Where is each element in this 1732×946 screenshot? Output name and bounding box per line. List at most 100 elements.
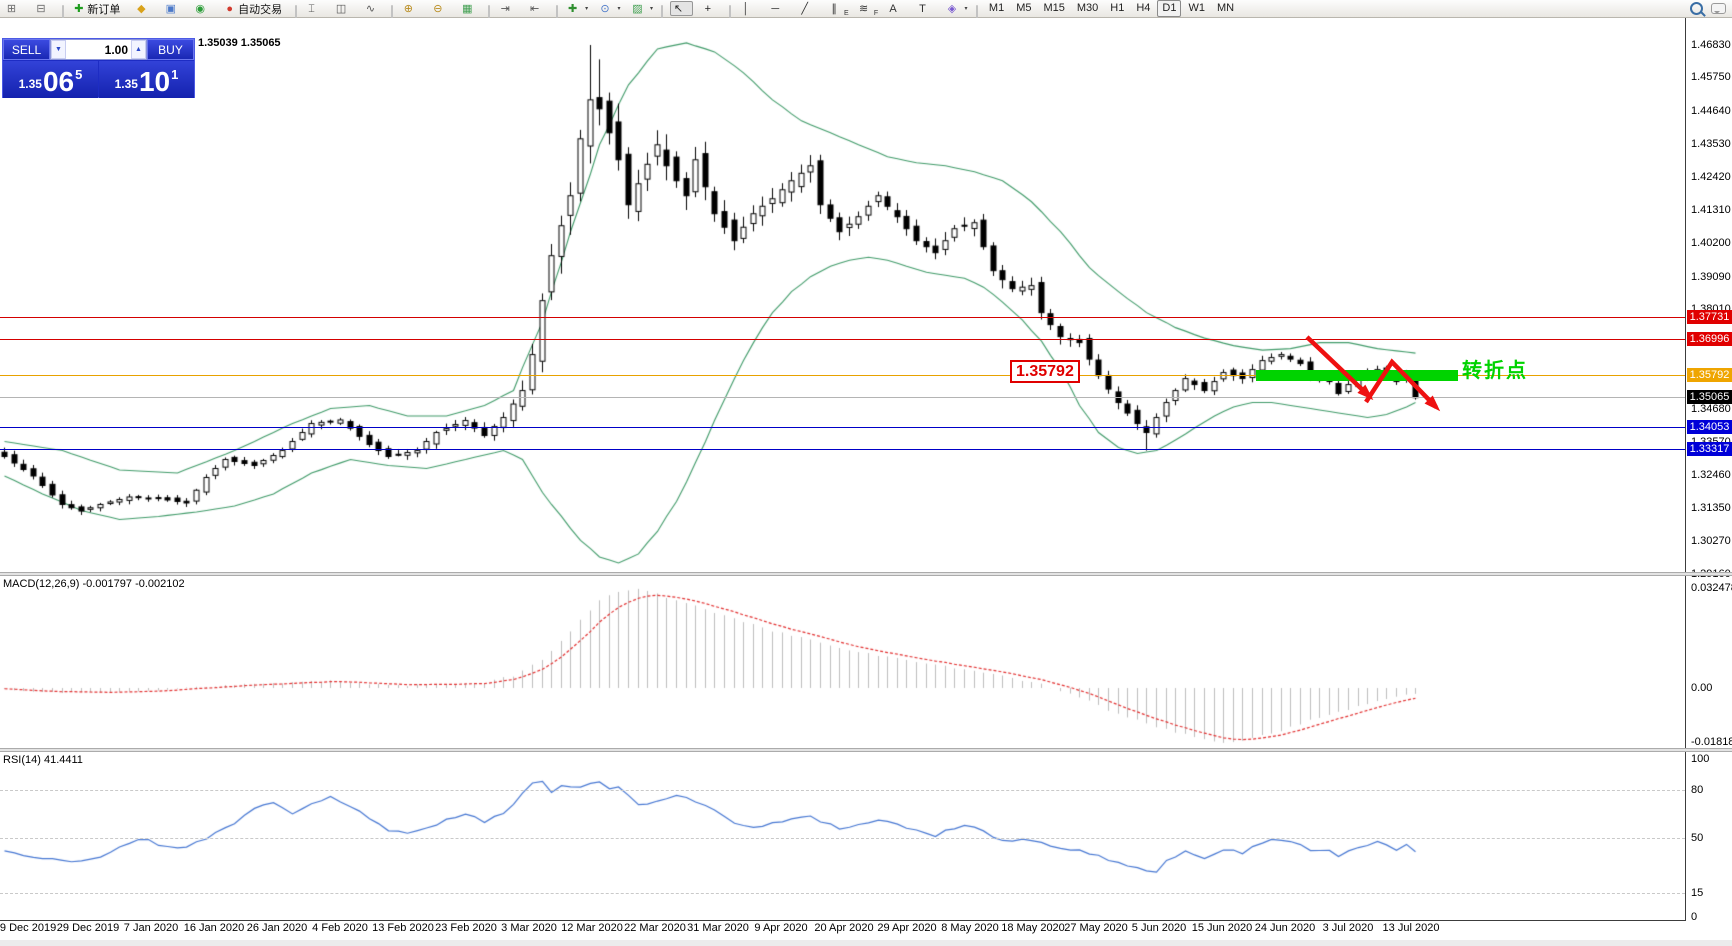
toolbar-separator	[294, 5, 297, 19]
toolbar-icon: ⊟	[36, 2, 46, 15]
tf-button-w1[interactable]: W1	[1188, 2, 1205, 14]
bar-chart-button[interactable]: ⌶	[303, 1, 326, 16]
zoom-out-button[interactable]: ⊖	[429, 1, 452, 16]
tf-button-h1[interactable]: H1	[1110, 2, 1125, 14]
auto-scroll-button[interactable]: ⇥	[497, 1, 520, 16]
tf-button-d1[interactable]: D1	[1157, 0, 1182, 17]
periods-button[interactable]: ⊙ ▾	[597, 1, 623, 16]
tf-button-m1[interactable]: M1	[988, 2, 1005, 14]
autotrading-button[interactable]: ● 自动交易	[221, 1, 288, 16]
chart-bottom-border	[0, 920, 1685, 921]
pivot-line[interactable]	[0, 375, 1685, 376]
price-tick-label: 1.45750	[1691, 71, 1731, 83]
line-chart-button[interactable]: ∿	[362, 1, 385, 16]
turning-point-text[interactable]: 转折点	[1462, 360, 1528, 382]
pane-separator-rsi[interactable]	[0, 748, 1732, 752]
price-tick-label: 1.32460	[1691, 469, 1731, 481]
indicators-button[interactable]: ✚ ▾	[564, 1, 590, 16]
pivot-price-label[interactable]: 1.35792	[1010, 360, 1080, 383]
sell-price-pip: 5	[75, 67, 83, 82]
sell-button[interactable]: SELL	[3, 39, 50, 60]
resistance-line-2[interactable]	[0, 339, 1685, 340]
volume-input[interactable]	[66, 41, 131, 58]
chart-shift-button[interactable]: ⇤	[526, 1, 549, 16]
price-badge: 1.37731	[1687, 310, 1732, 324]
turning-point-zone-bar[interactable]	[1256, 370, 1458, 381]
text-button[interactable]: A	[885, 1, 908, 16]
toolbar-separator	[555, 5, 558, 19]
date-tick-label: 23 Feb 2020	[435, 922, 497, 934]
toolbar-icon: ≋	[858, 2, 869, 15]
zoom-in-button[interactable]: ⊕	[400, 1, 423, 16]
price-tick-label: 1.30270	[1691, 535, 1731, 547]
toolbar-icon: ⊞	[6, 2, 17, 15]
price-axis-line	[1685, 18, 1686, 921]
toolbar-icon: +	[704, 2, 712, 15]
buy-price-big: 10	[138, 66, 171, 97]
toolbar-icon-sub: F	[873, 10, 879, 18]
signals-button[interactable]: ◉	[192, 1, 215, 16]
price-badge: 1.34053	[1687, 420, 1732, 434]
price-tick-label: 1.39090	[1691, 271, 1731, 283]
resistance-line-1[interactable]	[0, 317, 1685, 318]
macd-tick-label: 0.00	[1691, 682, 1713, 694]
toolbar-button-label: 自动交易	[238, 3, 283, 16]
rsi-level-line	[0, 790, 1685, 791]
macd-tick-label: -0.018182	[1691, 736, 1732, 748]
fibonacci-button[interactable]: ≋ F	[855, 1, 879, 18]
toolbar-icon: ⊕	[403, 2, 413, 15]
macd-label: MACD(12,26,9) -0.001797 -0.002102	[3, 578, 185, 590]
date-tick-label: 13 Feb 2020	[372, 922, 434, 934]
tile-windows-button[interactable]: ▦	[459, 1, 482, 16]
vertical-line-button[interactable]: │	[737, 1, 760, 16]
date-tick-label: 7 Jan 2020	[123, 922, 179, 934]
bid-price-line[interactable]	[0, 397, 1685, 398]
buy-price[interactable]: 1.35 10 1	[99, 61, 194, 98]
support-line-2[interactable]	[0, 449, 1685, 450]
price-tick-label: 1.46830	[1691, 39, 1731, 51]
sell-price[interactable]: 1.35 06 5	[3, 61, 98, 98]
new-order-button[interactable]: ✚ 新订单	[70, 1, 126, 16]
arrows-button[interactable]: ◈ ▾	[943, 1, 969, 16]
toolbar-icon: ⊙	[600, 2, 610, 15]
toolbar-icon: ◆	[137, 2, 146, 15]
toolbar-icon: ◫	[335, 2, 347, 15]
price-tick-label: 1.42420	[1691, 171, 1731, 183]
tf-button-mn[interactable]: MN	[1216, 2, 1235, 14]
text-label-button[interactable]: T	[914, 1, 937, 16]
tf-button-m30[interactable]: M30	[1076, 2, 1099, 14]
crosshair-button[interactable]: +	[699, 1, 722, 16]
pane-separator-macd[interactable]	[0, 572, 1732, 576]
templates-button[interactable]: ▨ ▾	[629, 1, 655, 16]
rsi-tick-label: 50	[1691, 832, 1704, 844]
timeframe-bar: M1 M5 M15 M30 H1 H4 D1 W1 MN	[983, 0, 1240, 17]
date-tick-label: 16 Jan 2020	[183, 922, 245, 934]
terminal-button[interactable]: ▣	[162, 1, 185, 16]
chevron-down-icon: ▾	[964, 6, 968, 13]
toolbar: ⊞ ⊟	[0, 0, 1732, 19]
new-chart-button[interactable]: ⊞	[3, 1, 26, 16]
toolbar-icon: ●	[226, 2, 233, 15]
profiles-button[interactable]: ⊟	[32, 1, 55, 16]
volume-down-button[interactable]: ▼	[51, 40, 66, 59]
search-icon[interactable]	[1690, 2, 1703, 15]
toolbar-icon: ▦	[462, 2, 473, 15]
buy-button[interactable]: BUY	[147, 39, 194, 60]
metaeditor-button[interactable]: ◆	[133, 1, 156, 16]
tf-button-m5[interactable]: M5	[1016, 2, 1032, 14]
toolbar-icon: ⇥	[500, 2, 510, 15]
chat-icon[interactable]	[1711, 3, 1726, 14]
toolbar-icon: ▣	[165, 2, 176, 15]
tf-button-m15[interactable]: M15	[1043, 2, 1065, 14]
horizontal-line-button[interactable]: ─	[767, 1, 790, 16]
equidistant-channel-button[interactable]: ∥ E	[826, 1, 848, 18]
date-axis[interactable]	[0, 921, 1732, 940]
volume-up-button[interactable]: ▲	[131, 40, 146, 59]
date-tick-label: 3 Jul 2020	[1322, 922, 1374, 934]
tf-button-h4[interactable]: H4	[1136, 2, 1151, 14]
support-line-1[interactable]	[0, 427, 1685, 428]
candlestick-button[interactable]: ◫	[333, 1, 356, 16]
cursor-button[interactable]: ↖	[669, 1, 693, 17]
trendline-button[interactable]: ╱	[796, 1, 819, 16]
